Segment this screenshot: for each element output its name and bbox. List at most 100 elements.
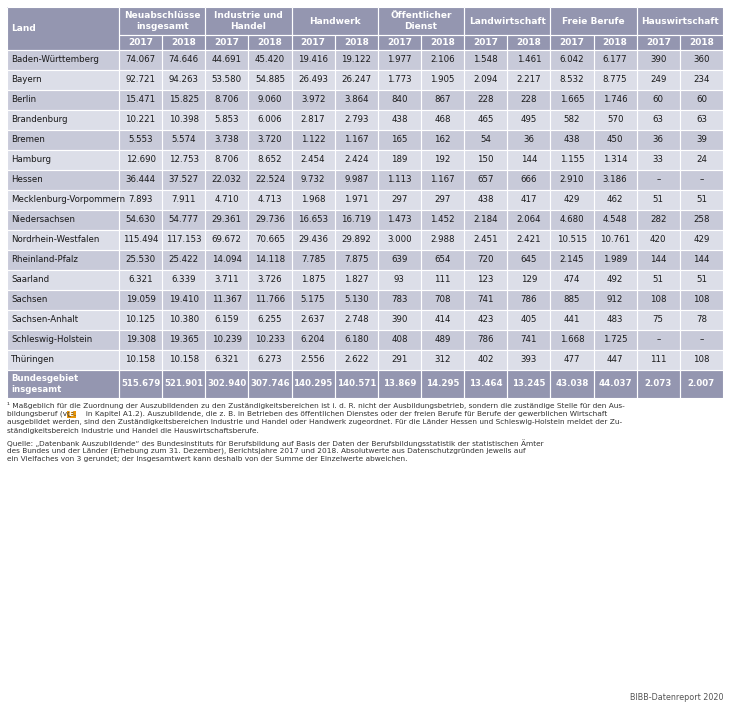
Bar: [119, 270, 162, 290]
Bar: [291, 370, 335, 398]
Text: 1.314: 1.314: [603, 156, 628, 165]
Bar: [119, 230, 162, 250]
Text: 441: 441: [564, 315, 580, 325]
Text: 249: 249: [650, 76, 666, 85]
Bar: [248, 130, 291, 150]
Bar: [119, 7, 205, 35]
Bar: [335, 110, 378, 130]
Text: 4.713: 4.713: [258, 196, 283, 204]
Text: 140.295: 140.295: [293, 380, 333, 389]
Bar: [637, 310, 680, 330]
Bar: [66, 411, 75, 418]
Text: 15.471: 15.471: [126, 95, 155, 105]
Text: 13.464: 13.464: [469, 380, 502, 389]
Bar: [593, 190, 637, 210]
Text: 19.122: 19.122: [342, 56, 372, 64]
Bar: [421, 150, 464, 170]
Bar: [335, 270, 378, 290]
Bar: [7, 190, 119, 210]
Bar: [507, 270, 550, 290]
Text: Hamburg: Hamburg: [11, 156, 51, 165]
Bar: [507, 230, 550, 250]
Bar: [464, 50, 507, 70]
Text: 29.892: 29.892: [342, 235, 372, 245]
Text: 297: 297: [391, 196, 407, 204]
Bar: [637, 110, 680, 130]
Bar: [593, 270, 637, 290]
Bar: [680, 70, 723, 90]
Text: 417: 417: [520, 196, 537, 204]
Bar: [464, 7, 550, 35]
Bar: [464, 230, 507, 250]
Bar: [119, 370, 162, 398]
Bar: [421, 190, 464, 210]
Text: 8.532: 8.532: [560, 76, 584, 85]
Text: Niedersachsen: Niedersachsen: [11, 216, 75, 225]
Bar: [119, 150, 162, 170]
Bar: [378, 210, 421, 230]
Bar: [162, 110, 205, 130]
Text: 45.420: 45.420: [255, 56, 285, 64]
Bar: [205, 35, 248, 50]
Bar: [550, 90, 593, 110]
Text: 1.167: 1.167: [344, 136, 369, 144]
Bar: [291, 130, 335, 150]
Bar: [205, 290, 248, 310]
Bar: [291, 90, 335, 110]
Bar: [637, 150, 680, 170]
Bar: [335, 310, 378, 330]
Text: 2018: 2018: [430, 38, 455, 47]
Text: 129: 129: [520, 276, 537, 284]
Text: 6.273: 6.273: [258, 356, 283, 365]
Bar: [335, 170, 378, 190]
Text: 2017: 2017: [215, 38, 239, 47]
Bar: [205, 370, 248, 398]
Bar: [378, 290, 421, 310]
Bar: [162, 170, 205, 190]
Text: 111: 111: [650, 356, 666, 365]
Bar: [421, 310, 464, 330]
Bar: [248, 190, 291, 210]
Text: 2.748: 2.748: [344, 315, 369, 325]
Bar: [378, 350, 421, 370]
Text: BIBB-Datenreport 2020: BIBB-Datenreport 2020: [629, 693, 723, 702]
Text: 515.679: 515.679: [121, 380, 160, 389]
Text: 74.067: 74.067: [126, 56, 155, 64]
Text: Öffentlicher
Dienst: Öffentlicher Dienst: [391, 11, 452, 30]
Bar: [335, 370, 378, 398]
Text: 1.725: 1.725: [603, 336, 628, 344]
Text: 1.773: 1.773: [387, 76, 412, 85]
Bar: [421, 330, 464, 350]
Text: 2018: 2018: [516, 38, 541, 47]
Bar: [162, 210, 205, 230]
Text: 8.775: 8.775: [603, 76, 628, 85]
Bar: [637, 7, 723, 35]
Text: Sachsen-Anhalt: Sachsen-Anhalt: [11, 315, 78, 325]
Bar: [378, 7, 464, 35]
Text: 4.680: 4.680: [560, 216, 584, 225]
Text: 10.380: 10.380: [169, 315, 199, 325]
Text: 22.524: 22.524: [255, 175, 285, 185]
Text: 720: 720: [477, 255, 494, 264]
Text: 51: 51: [653, 196, 664, 204]
Text: 2.217: 2.217: [517, 76, 541, 85]
Text: 140.571: 140.571: [337, 380, 376, 389]
Bar: [291, 210, 335, 230]
Bar: [162, 270, 205, 290]
Text: 2017: 2017: [128, 38, 153, 47]
Text: Berlin: Berlin: [11, 95, 36, 105]
Text: 885: 885: [564, 296, 580, 305]
Text: 228: 228: [477, 95, 494, 105]
Text: 302.940: 302.940: [207, 380, 247, 389]
Bar: [7, 230, 119, 250]
Bar: [680, 110, 723, 130]
Bar: [335, 70, 378, 90]
Bar: [7, 170, 119, 190]
Text: 2018: 2018: [258, 38, 283, 47]
Bar: [205, 230, 248, 250]
Text: 14.118: 14.118: [255, 255, 285, 264]
Text: 234: 234: [694, 76, 710, 85]
Bar: [378, 270, 421, 290]
Text: 165: 165: [391, 136, 407, 144]
Bar: [421, 250, 464, 270]
